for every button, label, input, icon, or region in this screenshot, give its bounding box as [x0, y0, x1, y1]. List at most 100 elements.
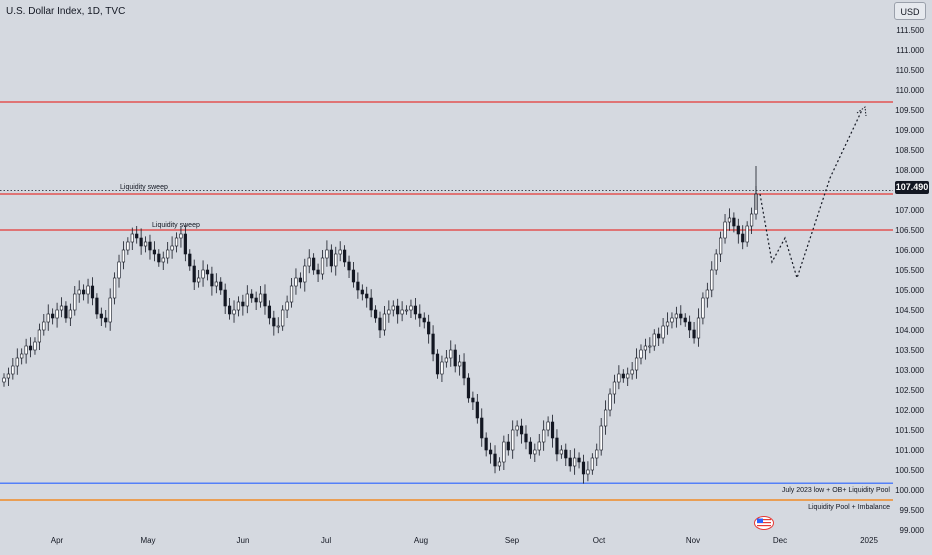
- candle: [603, 409, 608, 427]
- candle: [387, 309, 391, 315]
- candle: [298, 277, 302, 283]
- candle: [267, 305, 272, 319]
- candle: [519, 425, 524, 435]
- candle: [639, 349, 643, 359]
- candle: [188, 253, 192, 267]
- candle: [449, 349, 453, 359]
- candle: [568, 457, 572, 467]
- y-tick-label: 109.000: [895, 126, 924, 135]
- candle: [710, 269, 714, 291]
- candle: [166, 249, 170, 259]
- candle: [121, 249, 126, 263]
- candle: [46, 313, 50, 323]
- candle: [325, 249, 329, 259]
- candle: [285, 301, 289, 311]
- candle: [665, 321, 670, 327]
- y-tick-label: 105.500: [895, 266, 924, 275]
- candle: [33, 341, 37, 351]
- candle: [338, 249, 342, 255]
- candle: [488, 449, 493, 455]
- candle: [550, 421, 555, 439]
- candle: [174, 237, 179, 247]
- candle: [77, 289, 81, 295]
- candle: [37, 329, 41, 343]
- candle: [329, 249, 333, 267]
- candle: [351, 269, 356, 283]
- candle: [126, 241, 130, 251]
- candle: [6, 373, 11, 379]
- candle: [2, 377, 6, 383]
- candle: [431, 333, 435, 355]
- annotation-label: Liquidity sweep: [152, 222, 200, 229]
- candle: [480, 417, 484, 439]
- currency-button[interactable]: USD: [894, 2, 926, 20]
- candle: [528, 441, 532, 455]
- candle: [630, 369, 634, 375]
- candle: [157, 253, 161, 263]
- y-tick-label: 107.000: [895, 206, 924, 215]
- candle: [515, 425, 519, 431]
- candle: [281, 309, 285, 327]
- y-tick-label: 101.500: [895, 426, 924, 435]
- x-tick-label: Apr: [51, 536, 64, 545]
- candle: [183, 233, 187, 255]
- candle: [404, 309, 409, 312]
- candle: [112, 277, 117, 299]
- candle: [258, 293, 263, 303]
- candle: [307, 257, 311, 267]
- y-tick-label: 111.500: [896, 26, 924, 35]
- candle: [413, 305, 417, 315]
- y-tick-label: 109.500: [895, 106, 924, 115]
- y-tick-label: 99.000: [900, 526, 925, 535]
- candle: [497, 461, 502, 467]
- candle: [727, 217, 732, 223]
- candle: [192, 265, 196, 283]
- candle: [135, 233, 139, 239]
- y-tick-label: 105.000: [895, 286, 924, 295]
- candle: [657, 333, 661, 339]
- candle: [679, 313, 683, 319]
- candle: [581, 461, 586, 475]
- candle: [502, 441, 506, 463]
- candle: [688, 321, 692, 331]
- candle: [276, 325, 280, 328]
- candle: [453, 349, 457, 367]
- candle: [595, 449, 599, 459]
- candle: [55, 309, 59, 319]
- candle: [161, 257, 165, 263]
- chart-title: U.S. Dollar Index, 1D, TVC: [6, 6, 126, 17]
- candle: [382, 313, 387, 331]
- candle: [373, 309, 378, 319]
- candle: [573, 457, 577, 467]
- candle: [586, 469, 590, 475]
- projection-path: [759, 109, 863, 280]
- candle: [705, 289, 709, 299]
- candle: [20, 353, 24, 359]
- candle: [232, 309, 236, 315]
- candle: [493, 453, 497, 467]
- candle: [714, 253, 718, 271]
- candle: [648, 345, 652, 348]
- candle: [723, 221, 727, 239]
- candle: [634, 357, 639, 371]
- candle: [696, 317, 701, 339]
- candle: [564, 449, 568, 459]
- candle: [86, 285, 90, 295]
- candle: [524, 433, 528, 443]
- x-tick-label: 2025: [860, 536, 878, 545]
- x-tick-label: Oct: [593, 536, 606, 545]
- candle: [64, 305, 68, 319]
- candle: [683, 317, 687, 323]
- candle: [533, 449, 537, 455]
- candle: [250, 293, 254, 299]
- y-tick-label: 100.000: [895, 486, 924, 495]
- x-tick-label: Dec: [773, 536, 787, 545]
- candle: [599, 425, 603, 451]
- us-flag-icon: [754, 516, 774, 530]
- candle: [343, 249, 347, 263]
- candle: [418, 313, 422, 319]
- candle: [334, 253, 338, 267]
- candle: [422, 317, 426, 323]
